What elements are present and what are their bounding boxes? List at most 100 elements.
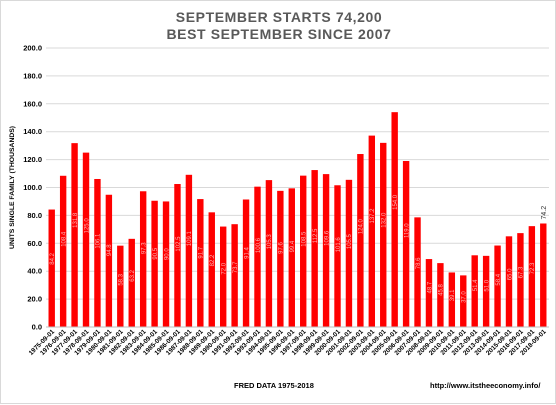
data-label: 100.6 xyxy=(256,237,262,253)
data-label: 82.2 xyxy=(210,254,216,266)
data-label: 108.5 xyxy=(302,231,308,247)
bar xyxy=(322,174,330,327)
data-label: 154.0 xyxy=(393,194,399,210)
bar xyxy=(437,263,444,327)
data-label: 124.0 xyxy=(359,219,365,235)
footer-site-url: http://www.itstheeconomy.info/ xyxy=(430,381,541,390)
bar xyxy=(334,185,341,327)
data-label: 97.6 xyxy=(279,242,285,254)
bar xyxy=(59,175,67,327)
bar xyxy=(242,199,250,327)
bar xyxy=(174,184,181,327)
y-tick-label: 200.0 xyxy=(23,44,42,53)
bar xyxy=(505,236,513,327)
data-label: 58.4 xyxy=(496,273,502,285)
data-label: 78.6 xyxy=(416,257,422,269)
bar xyxy=(380,142,387,327)
footer-source: FRED DATA 1975-2018 xyxy=(234,381,314,390)
y-tick-label: 40.0 xyxy=(27,267,42,276)
bar xyxy=(117,245,124,327)
data-label: 99.4 xyxy=(290,240,296,252)
bar xyxy=(368,135,376,327)
bar xyxy=(82,152,90,327)
data-label: 137.2 xyxy=(370,208,376,224)
bar xyxy=(197,199,204,327)
y-tick-label: 180.0 xyxy=(23,71,42,80)
y-tick-label: 20.0 xyxy=(27,295,42,304)
data-label: 73.7 xyxy=(233,261,239,273)
data-label: 74.2 xyxy=(541,206,548,220)
bar xyxy=(345,179,353,327)
bar xyxy=(402,160,410,327)
y-tick-label: 100.0 xyxy=(23,183,42,192)
bar xyxy=(540,223,547,327)
y-tick-label: 80.0 xyxy=(27,211,42,220)
data-label: 97.3 xyxy=(141,242,147,254)
bar xyxy=(231,224,238,327)
data-label: 51.0 xyxy=(484,279,490,291)
chart-title: SEPTEMBER STARTS 74,200 xyxy=(175,9,383,25)
data-label: 48.7 xyxy=(427,281,433,293)
bar xyxy=(105,194,113,327)
bar xyxy=(414,217,421,327)
data-label: 58.3 xyxy=(119,273,125,285)
bar xyxy=(265,180,273,327)
data-label: 106.1 xyxy=(96,233,102,249)
data-label: 101.6 xyxy=(336,237,342,253)
data-label: 90.0 xyxy=(164,248,170,260)
bar xyxy=(425,259,433,327)
data-label: 109.6 xyxy=(324,230,330,246)
y-tick-label: 0.0 xyxy=(32,323,42,332)
data-label: 132.0 xyxy=(382,212,388,228)
bar xyxy=(208,212,215,327)
data-label: 91.4 xyxy=(244,247,250,259)
data-label: 45.8 xyxy=(439,283,445,295)
bar xyxy=(311,170,318,327)
chart-subtitle: BEST SEPTEMBER SINCE 2007 xyxy=(166,26,392,42)
bar xyxy=(71,143,78,327)
data-label: 51.4 xyxy=(473,279,479,291)
data-label: 39.1 xyxy=(450,289,456,301)
data-label: 84.2 xyxy=(50,252,56,264)
data-label: 109.1 xyxy=(187,231,193,247)
y-tick-label: 140.0 xyxy=(23,127,42,136)
bar xyxy=(528,226,536,327)
data-label: 102.5 xyxy=(176,236,182,252)
data-label: 131.8 xyxy=(73,212,79,228)
bar xyxy=(391,112,398,327)
bar xyxy=(151,200,158,327)
bar xyxy=(254,186,261,327)
data-label: 91.7 xyxy=(199,246,205,258)
bar xyxy=(471,255,478,327)
data-label: 119.0 xyxy=(404,223,410,238)
bar xyxy=(517,233,524,327)
data-label: 65.0 xyxy=(507,268,513,280)
bar xyxy=(288,188,295,327)
data-label: 108.4 xyxy=(61,231,67,247)
bar xyxy=(139,191,147,327)
bar xyxy=(448,272,456,327)
data-label: 105.3 xyxy=(267,234,273,250)
data-label: 105.5 xyxy=(347,233,353,249)
data-label: 72.0 xyxy=(221,262,227,274)
bar xyxy=(128,238,135,327)
bar xyxy=(494,245,501,327)
data-label: 63.2 xyxy=(130,269,136,281)
bar xyxy=(219,226,227,327)
bar xyxy=(482,255,490,327)
y-axis-title: UNITS SINGLE FAMILY (THOUSANDS) xyxy=(9,126,16,249)
y-tick-label: 160.0 xyxy=(23,99,42,108)
data-label: 112.5 xyxy=(313,228,319,243)
y-tick-label: 60.0 xyxy=(27,239,42,248)
bar xyxy=(162,201,170,327)
data-label: 125.0 xyxy=(84,218,90,234)
data-label: 72.3 xyxy=(530,262,536,274)
data-label: 94.8 xyxy=(107,244,113,256)
bar xyxy=(357,154,364,327)
bar xyxy=(94,178,101,327)
bar xyxy=(277,190,284,327)
data-label: 67.3 xyxy=(519,266,525,278)
bar xyxy=(48,209,55,327)
bar xyxy=(185,174,193,327)
